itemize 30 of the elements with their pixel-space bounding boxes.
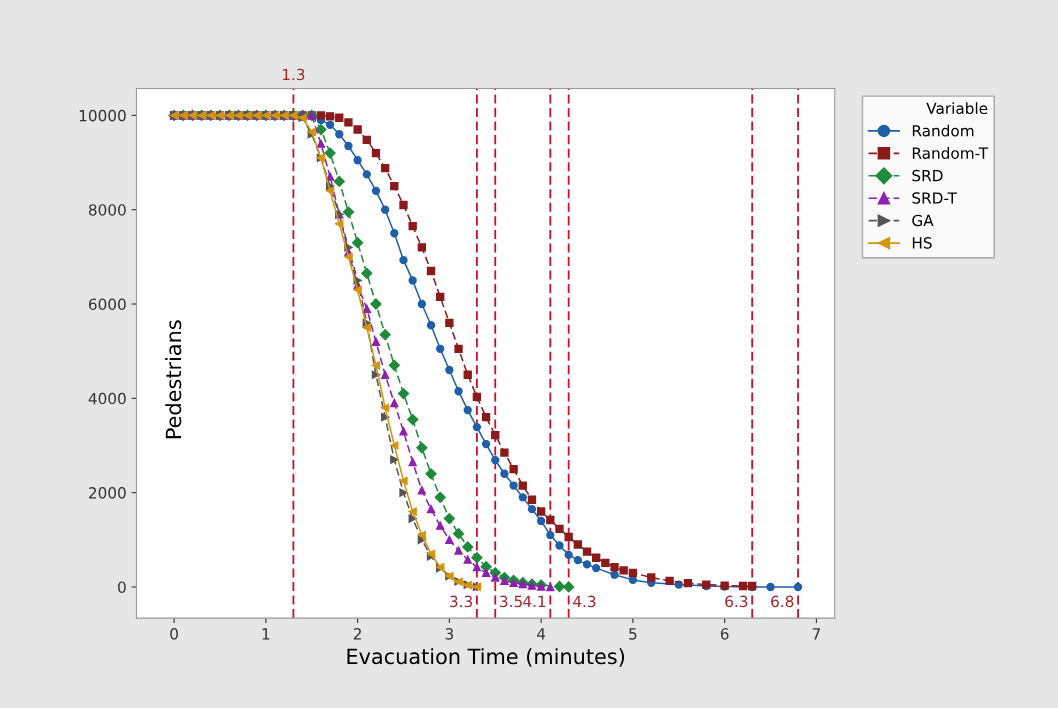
y-tick-label: 4000	[88, 392, 126, 405]
x-tick-label: 2	[353, 628, 361, 640]
y-tick-label: 6000	[88, 298, 126, 311]
legend-label: HS	[912, 237, 932, 249]
ref-line-label: 1.3	[282, 68, 305, 81]
x-tick-label: 3	[445, 628, 454, 640]
legend-label: Random	[912, 124, 974, 137]
x-axis-title: Evacuation Time (minutes)	[347, 648, 625, 667]
x-tick-label: 7	[812, 628, 820, 640]
x-tick-label: 1	[262, 628, 270, 640]
ref-line-label: 4.3	[573, 595, 596, 608]
y-tick-label: 0	[118, 581, 126, 593]
ref-line-label: 6.8	[771, 595, 794, 608]
y-tick-label: 2000	[89, 487, 126, 499]
ref-line-label: 6.3	[725, 595, 748, 608]
legend-title: Variable	[926, 102, 988, 115]
x-tick-label: 5	[629, 628, 637, 640]
legend-label: GA	[912, 214, 934, 227]
legend-label: Random-T	[912, 147, 989, 159]
legend-label: SRD-T	[912, 192, 957, 204]
y-tick-label: 8000	[88, 204, 126, 216]
legend-label: SRD	[912, 169, 943, 182]
ref-line-label: 3.3	[450, 595, 473, 608]
ref-line-label: 3.5	[500, 595, 522, 608]
ref-line-label: 4.1	[523, 595, 546, 607]
y-tick-label: 10000	[79, 109, 126, 122]
x-tick-label: 0	[170, 628, 178, 640]
x-tick-label: 6	[720, 628, 729, 640]
y-axis-title: Pedestrians	[165, 320, 182, 439]
x-tick-label: 4	[537, 628, 546, 640]
